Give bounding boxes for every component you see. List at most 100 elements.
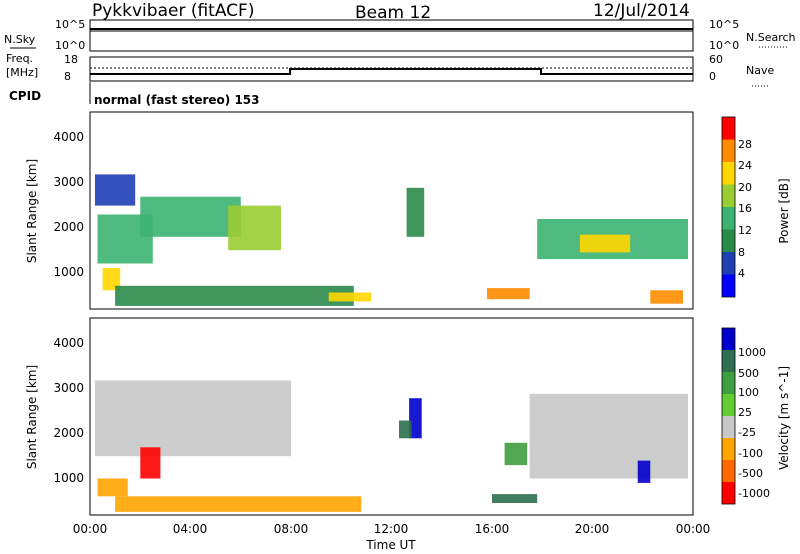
velocity-cell-7	[504, 442, 528, 466]
xtick-0000-end: 00:00	[676, 522, 711, 536]
power-colorbar-swatch-4	[722, 207, 735, 230]
xtick-2000: 20:00	[575, 522, 610, 536]
velocity-colorbar-swatch-4	[722, 416, 735, 438]
power-cell-8	[487, 288, 530, 300]
noise-left-label: N.Sky	[4, 33, 36, 46]
power-cbar-tick-20: 20	[738, 181, 752, 194]
velocity-cbar-tick-neg1000: -1000	[738, 487, 770, 500]
power-cell-4	[228, 205, 281, 251]
power-panel: Slant Range [km] 4000 3000 2000 1000 28 …	[25, 111, 791, 310]
power-colorbar-swatch-3	[722, 184, 735, 207]
beam-title: Beam 12	[355, 3, 431, 23]
velocity-frame	[89, 317, 694, 516]
noise-left-tick-bottom: 10^0	[55, 39, 85, 52]
cpid-label: CPID	[9, 89, 41, 103]
xtick-0400: 04:00	[173, 522, 208, 536]
freq-trace	[90, 68, 693, 75]
velocity-cbar-tick-neg100: -100	[738, 447, 763, 460]
velocity-ytick-3000: 3000	[53, 381, 84, 395]
velocity-cbar-tick-25: 25	[738, 406, 752, 419]
velocity-ytick-4000: 4000	[53, 336, 84, 350]
velocity-colorbar-swatch-5	[722, 438, 735, 460]
power-colorbar-frame	[721, 116, 736, 298]
velocity-colorbar-swatch-6	[722, 460, 735, 482]
xtick-0000-start: 00:00	[73, 522, 108, 536]
power-colorbar-swatch-5	[722, 229, 735, 252]
freq-left-label-1: Freq.	[6, 52, 33, 65]
velocity-colorbar-swatch-1	[722, 350, 735, 372]
velocity-cbar-tick-500: 500	[738, 367, 759, 380]
power-colorbar-swatch-6	[722, 252, 735, 275]
freq-right-tick-bottom: 0	[709, 70, 716, 83]
power-cbar-tick-4: 4	[738, 267, 745, 280]
velocity-cells	[95, 380, 688, 512]
power-cbar-tick-16: 16	[738, 202, 752, 215]
velocity-colorbar-swatch-7	[722, 482, 735, 504]
velocity-cell-8	[529, 393, 688, 479]
noise-right-tick-bottom: 10^0	[709, 39, 739, 52]
freq-frame	[89, 56, 694, 82]
velocity-cell-5	[399, 420, 412, 439]
velocity-ytick-2000: 2000	[53, 426, 84, 440]
velocity-panel: Slant Range [km] 4000 3000 2000 1000 100…	[25, 317, 791, 516]
noise-panel: N.Sky 10^5 10^0 10^5 10^0 N.Search	[4, 18, 796, 52]
xtick-0800: 08:00	[274, 522, 309, 536]
velocity-colorbar	[721, 327, 736, 505]
freq-right-label: Nave	[746, 64, 774, 77]
power-colorbar-swatch-0	[722, 117, 735, 140]
velocity-colorbar-swatch-2	[722, 372, 735, 394]
power-cells	[95, 174, 688, 306]
power-cell-0	[95, 174, 136, 206]
velocity-cbar-tick-neg500: -500	[738, 467, 763, 480]
velocity-cbar-tick-1000: 1000	[738, 346, 766, 359]
velocity-cell-1	[97, 478, 128, 497]
velocity-cell-4	[409, 398, 422, 439]
power-cbar-tick-24: 24	[738, 159, 752, 172]
power-cbar-tick-28: 28	[738, 138, 752, 151]
power-ytick-1000: 1000	[53, 265, 84, 279]
x-axis-label: Time UT	[365, 538, 416, 552]
power-colorbar-swatch-7	[722, 274, 735, 297]
station-title: Pykkvibaer (fitACF)	[92, 1, 254, 21]
power-cell-11	[650, 290, 683, 304]
power-cell-6	[328, 292, 372, 302]
noise-frame	[89, 19, 694, 52]
power-ytick-2000: 2000	[53, 220, 84, 234]
noise-right-tick-top: 10^5	[709, 18, 739, 31]
velocity-cell-9	[637, 460, 651, 483]
xtick-1600: 16:00	[475, 522, 510, 536]
power-colorbar	[721, 116, 736, 298]
velocity-cbar-tick-neg25: -25	[738, 426, 756, 439]
power-cbar-label: Power [dB]	[777, 178, 791, 243]
power-cell-10	[579, 234, 631, 253]
power-ytick-3000: 3000	[53, 175, 84, 189]
xtick-1200: 12:00	[374, 522, 409, 536]
power-cbar-tick-8: 8	[738, 246, 745, 259]
freq-panel: Freq. [MHz] 18 8 60 0 Nave	[6, 52, 774, 87]
power-colorbar-swatch-2	[722, 162, 735, 185]
freq-left-tick-bottom: 8	[64, 70, 71, 83]
power-cell-2	[102, 268, 121, 291]
noise-left-tick-top: 10^5	[55, 18, 85, 31]
power-ylabel: Slant Range [km]	[25, 159, 39, 263]
cpid-text: normal (fast stereo) 153	[94, 93, 260, 107]
power-ytick-4000: 4000	[53, 130, 84, 144]
power-cell-5	[115, 285, 354, 306]
power-frame	[89, 111, 694, 310]
x-axis: 00:00 04:00 08:00 12:00 16:00 20:00 00:0…	[73, 522, 711, 552]
velocity-cell-3	[115, 496, 362, 512]
velocity-cell-0	[95, 380, 291, 457]
noise-right-label: N.Search	[746, 31, 796, 44]
freq-right-tick-top: 60	[709, 53, 723, 66]
power-colorbar-swatch-1	[722, 139, 735, 162]
velocity-cbar-label: Velocity [m s^-1]	[777, 366, 791, 470]
velocity-cell-6	[492, 494, 538, 503]
power-cbar-tick-12: 12	[738, 224, 752, 237]
freq-left-label-2: [MHz]	[6, 66, 38, 79]
velocity-cell-2	[140, 447, 161, 479]
velocity-cbar-tick-100: 100	[738, 386, 759, 399]
power-cell-7	[406, 187, 425, 237]
velocity-colorbar-swatch-3	[722, 394, 735, 416]
power-cell-3	[140, 196, 241, 237]
